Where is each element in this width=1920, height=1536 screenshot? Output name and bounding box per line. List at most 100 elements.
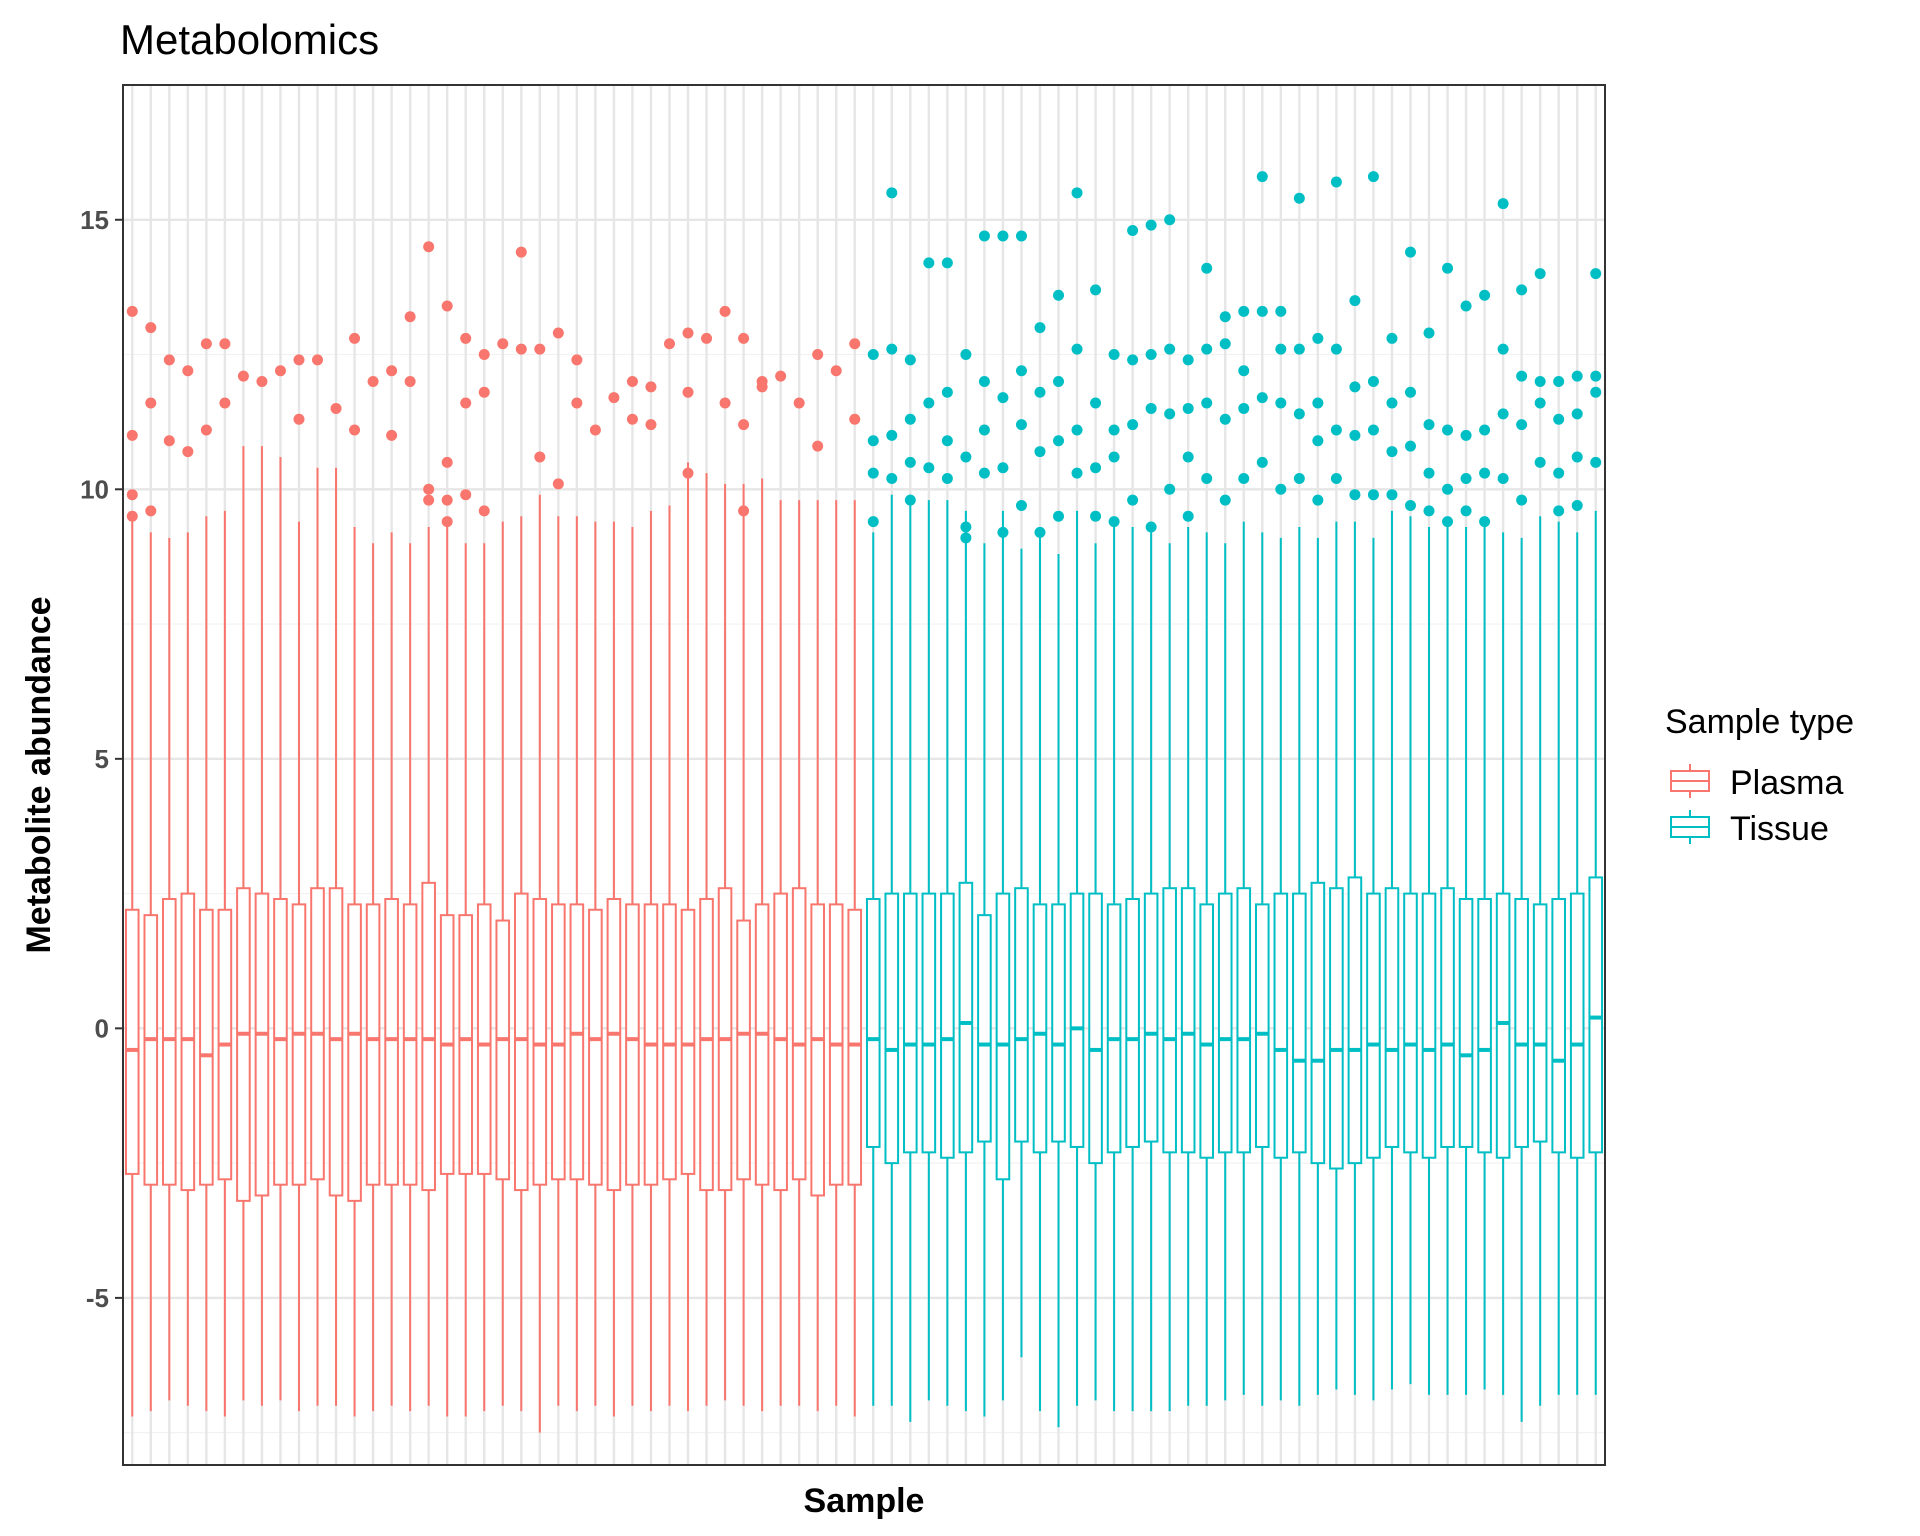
outlier-point [941, 473, 953, 485]
box-iqr [1477, 897, 1492, 1154]
outlier-layer [126, 171, 1602, 544]
outlier-point [478, 505, 490, 517]
outlier-point [645, 419, 657, 431]
boxplot-tissue-sample [1347, 521, 1363, 1395]
legend: Sample type Plasma Tissue [1665, 703, 1854, 848]
boxplot-plasma-sample [680, 462, 696, 1412]
outlier-point [904, 413, 916, 425]
outlier-point [1090, 284, 1102, 296]
outlier-point [145, 322, 157, 334]
box-iqr [199, 908, 214, 1186]
outlier-point [1015, 230, 1027, 242]
boxplot-plasma-sample [736, 483, 751, 1406]
outlier-point [1479, 289, 1491, 301]
outlier-point [775, 370, 787, 382]
boxplot-tissue-sample [1440, 521, 1455, 1395]
outlier-point [163, 435, 175, 447]
box-iqr [1125, 897, 1140, 1148]
outlier-point [1275, 343, 1287, 355]
box-iqr [1421, 892, 1437, 1159]
outlier-point [1015, 499, 1027, 511]
outlier-point [1201, 343, 1213, 355]
y-tick-label: 5 [95, 744, 109, 774]
outlier-point [867, 516, 879, 528]
box-iqr [606, 897, 622, 1192]
box-iqr [458, 914, 474, 1175]
outlier-point [663, 338, 675, 350]
outlier-point [1108, 451, 1120, 463]
outlier-point [1238, 473, 1250, 485]
outlier-point [145, 505, 157, 517]
boxplot-plasma-sample [847, 500, 863, 1417]
boxplot-tissue-sample [1143, 532, 1159, 1412]
outlier-point [515, 343, 527, 355]
outlier-point [1219, 494, 1231, 506]
outlier-point [1404, 440, 1416, 452]
boxplot-tissue-sample [1495, 532, 1511, 1395]
outlier-point [738, 332, 750, 344]
box-iqr [1106, 903, 1122, 1154]
outlier-point [1127, 494, 1139, 506]
box-iqr [402, 903, 418, 1186]
outlier-point [738, 505, 750, 517]
outlier-point [1293, 343, 1305, 355]
outlier-point [978, 230, 990, 242]
grid-lines [123, 84, 1605, 1465]
outlier-point [1015, 419, 1027, 431]
outlier-point [1238, 305, 1250, 317]
boxplot-tissue-sample [1088, 543, 1103, 1401]
legend-label-plasma: Plasma [1730, 764, 1843, 802]
boxplot-tissue-sample [1254, 532, 1270, 1406]
boxplot-tissue-sample [1310, 537, 1326, 1395]
outlier-point [886, 343, 898, 355]
outlier-point [1164, 343, 1176, 355]
boxplot-tissue-sample [1217, 543, 1233, 1401]
outlier-point [1145, 521, 1157, 533]
y-axis: -5 0 5 10 15 [80, 205, 123, 1313]
outlier-point [1590, 268, 1602, 280]
outlier-point [1053, 435, 1065, 447]
boxplot-plasma-sample [291, 521, 307, 1412]
outlier-point [1182, 510, 1194, 522]
boxplot-plasma-sample [124, 521, 140, 1417]
outlier-point [423, 494, 435, 506]
outlier-point [1330, 424, 1342, 436]
box-iqr [1199, 903, 1215, 1159]
box-iqr [513, 892, 529, 1192]
boxplot-plasma-sample [773, 500, 788, 1406]
outlier-point [1015, 365, 1027, 377]
outlier-point [478, 349, 490, 361]
outlier-point [1090, 462, 1102, 474]
outlier-point [997, 462, 1009, 474]
outlier-point [1460, 473, 1472, 485]
outlier-point [1442, 516, 1454, 528]
outlier-point [1182, 402, 1194, 414]
box-iqr [865, 897, 881, 1148]
outlier-point [1164, 214, 1176, 226]
outlier-point [552, 478, 564, 490]
outlier-point [849, 413, 861, 425]
outlier-point [349, 332, 361, 344]
boxplot-plasma-sample [513, 516, 529, 1412]
boxplot-tissue-sample [1403, 516, 1418, 1385]
box-iqr [1014, 887, 1029, 1143]
outlier-point [293, 413, 305, 425]
box-iqr [347, 903, 362, 1202]
outlier-point [423, 241, 435, 253]
outlier-point [960, 532, 972, 544]
boxplot-tissue-sample [1532, 516, 1548, 1406]
outlier-point [738, 419, 750, 431]
outlier-point [1127, 419, 1139, 431]
outlier-point [1071, 343, 1083, 355]
outlier-point [1404, 499, 1416, 511]
outlier-point [1571, 408, 1583, 420]
outlier-point [1349, 381, 1361, 393]
outlier-point [534, 343, 546, 355]
outlier-point [1571, 451, 1583, 463]
plot-panel-background [123, 85, 1605, 1465]
outlier-point [367, 375, 379, 387]
outlier-point [608, 392, 620, 404]
outlier-point [645, 381, 657, 393]
boxplot-plasma-sample [421, 527, 436, 1406]
outlier-point [701, 332, 713, 344]
